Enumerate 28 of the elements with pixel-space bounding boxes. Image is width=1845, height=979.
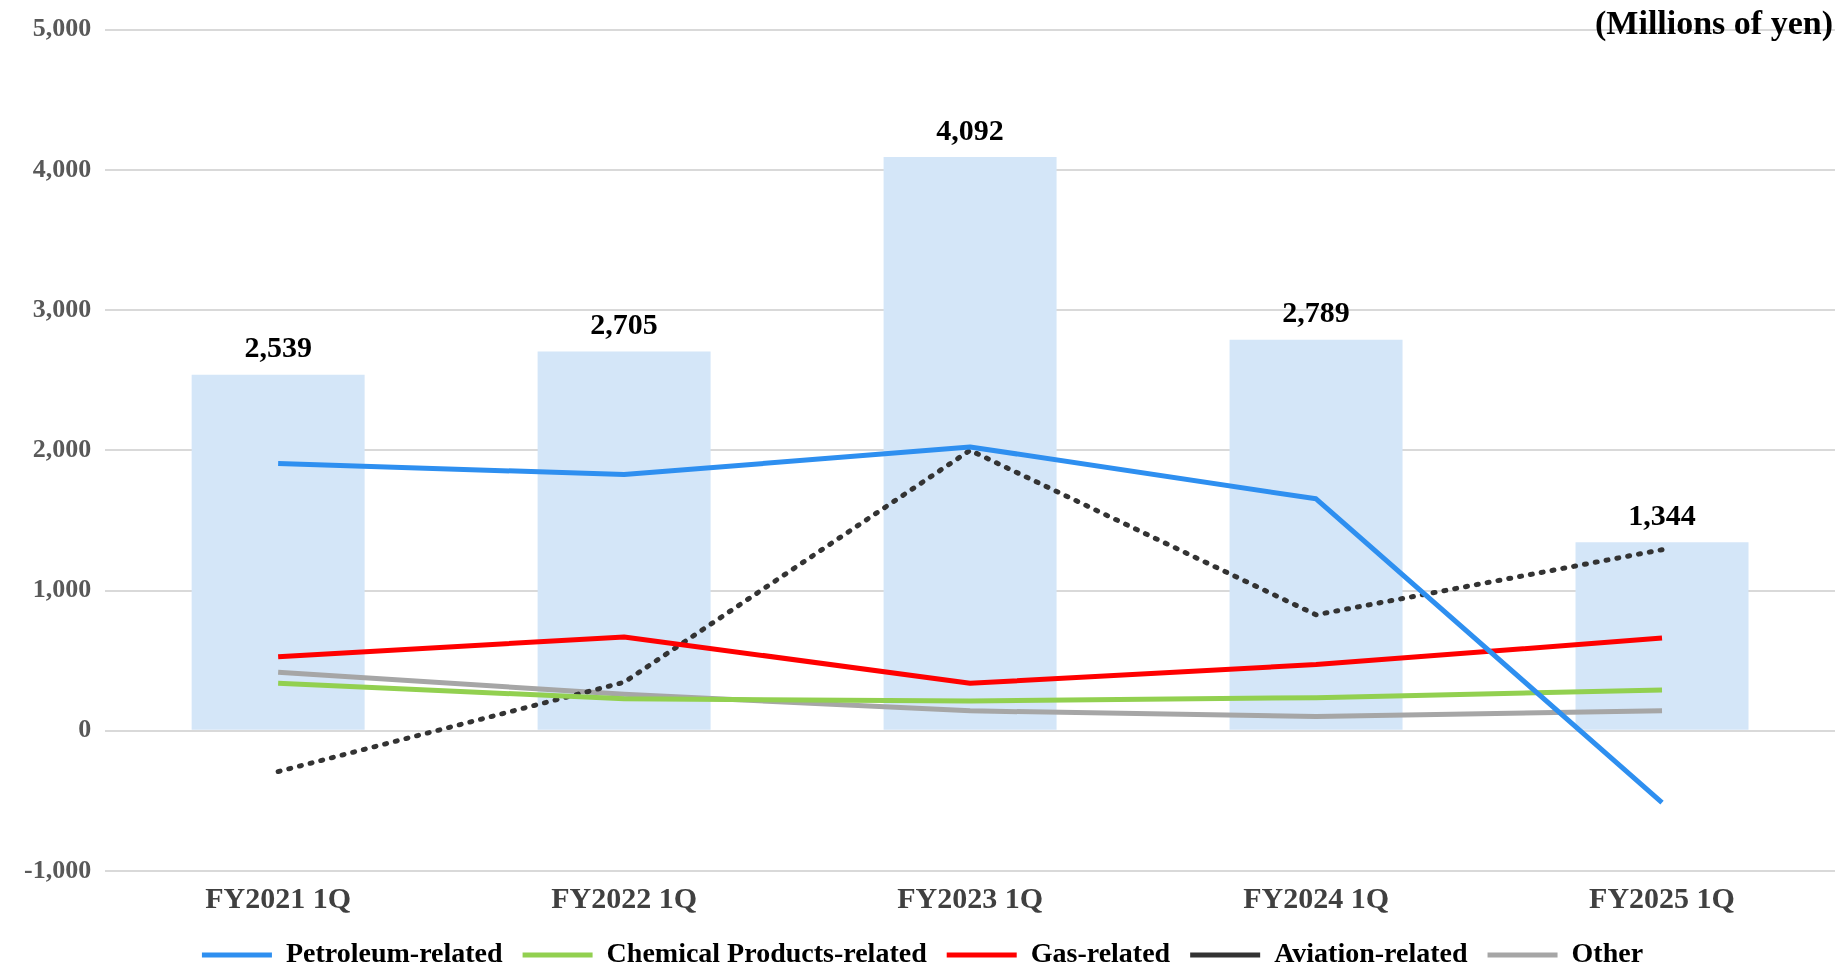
- legend-label: Aviation-related: [1274, 937, 1468, 969]
- y-tick-label: 2,000: [32, 434, 92, 464]
- legend-label: Other: [1571, 937, 1644, 969]
- data-label: 1,344: [1628, 498, 1696, 532]
- y-tick-label: -1,000: [23, 854, 92, 884]
- x-tick-label: FY2023 1Q: [897, 880, 1043, 914]
- legend-label: Gas-related: [1030, 937, 1171, 969]
- bar: [1575, 542, 1749, 730]
- bar: [191, 374, 365, 730]
- x-tick-label: FY2024 1Q: [1243, 880, 1389, 914]
- x-tick-label: FY2021 1Q: [205, 880, 352, 914]
- y-tick-label: 1,000: [32, 574, 92, 604]
- y-tick-label: 4,000: [32, 153, 92, 183]
- y-tick-label: 0: [78, 714, 92, 744]
- bar: [883, 156, 1057, 730]
- data-label: 4,092: [936, 112, 1004, 146]
- y-tick-label: 3,000: [32, 293, 92, 323]
- bar: [537, 351, 711, 730]
- data-label: 2,705: [590, 307, 658, 341]
- y-axis-title: (Millions of yen): [1595, 3, 1833, 42]
- data-label: 2,789: [1282, 295, 1350, 329]
- data-label: 2,539: [244, 330, 312, 364]
- bar: [1229, 339, 1403, 730]
- x-tick-label: FY2025 1Q: [1589, 880, 1735, 914]
- x-tick-label: FY2022 1Q: [551, 880, 698, 914]
- y-tick-label: 5,000: [32, 13, 92, 43]
- legend-label: Chemical Products-related: [606, 937, 928, 969]
- legend-label: Petroleum-related: [285, 937, 504, 969]
